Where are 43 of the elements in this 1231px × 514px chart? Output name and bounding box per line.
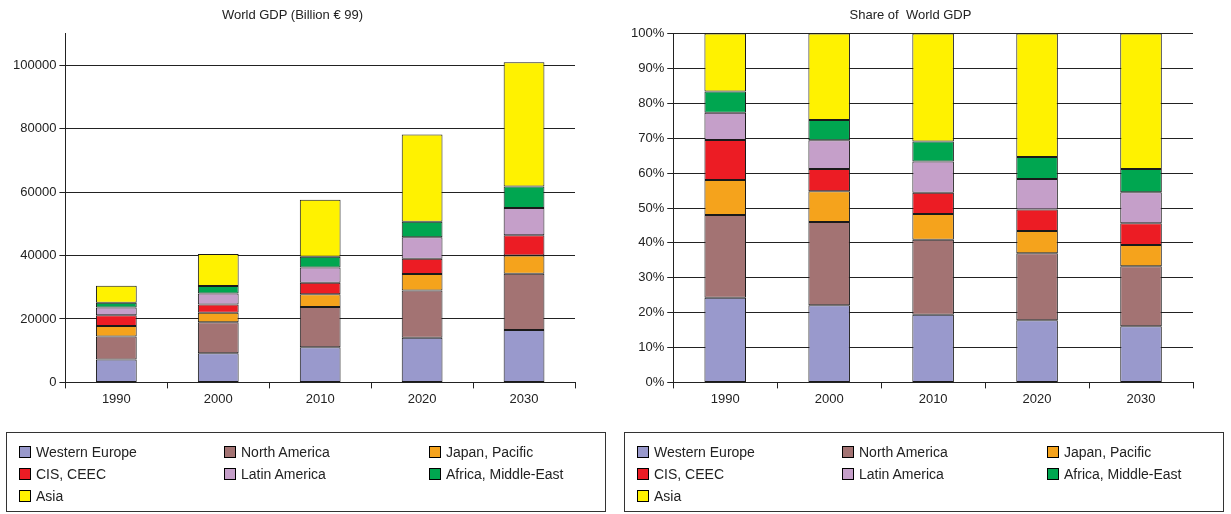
x-tick-label: 2000 xyxy=(203,390,233,406)
legend-label: CIS, CEEC xyxy=(36,466,107,482)
legend-label: Africa, Middle-East xyxy=(446,466,564,482)
legend-label: Latin America xyxy=(241,466,326,482)
y-tick-label: 10% xyxy=(638,339,665,355)
y-tick-label: 50% xyxy=(638,199,665,215)
legend-label: Western Europe xyxy=(36,444,137,460)
y-tick-label: 20% xyxy=(638,304,665,320)
y-tick-label: 90% xyxy=(638,60,665,76)
legend-label: Western Europe xyxy=(654,444,755,460)
y-tick-label: 20000 xyxy=(20,310,57,326)
x-tick-label: 2030 xyxy=(1126,390,1156,406)
x-tick-label: 2010 xyxy=(305,390,335,406)
x-tick-label: 1990 xyxy=(101,390,131,406)
y-tick-label: 80% xyxy=(638,94,665,110)
chart-title: Share of World GDP xyxy=(849,7,972,23)
y-tick-label: 100000 xyxy=(12,56,57,72)
chart-title: World GDP (Billion € 99) xyxy=(221,7,364,23)
y-tick-label: 70% xyxy=(638,129,665,145)
legend-label: North America xyxy=(859,444,948,460)
x-tick-label: 2030 xyxy=(509,390,539,406)
y-tick-label: 30% xyxy=(638,269,665,285)
x-tick-label: 2020 xyxy=(1022,390,1052,406)
y-tick-label: 80000 xyxy=(20,120,57,136)
legend-label: Asia xyxy=(36,488,64,504)
y-tick-label: 60000 xyxy=(20,183,57,199)
y-tick-label: 60% xyxy=(638,164,665,180)
legend-label: North America xyxy=(241,444,330,460)
x-tick-label: 2020 xyxy=(407,390,437,406)
x-tick-label: 2010 xyxy=(918,390,948,406)
x-tick-label: 2000 xyxy=(814,390,844,406)
y-tick-label: 40000 xyxy=(20,247,57,263)
legend-label: Japan, Pacific xyxy=(1064,444,1152,460)
y-tick-label: 40% xyxy=(638,234,665,250)
legend-label: Japan, Pacific xyxy=(446,444,534,460)
y-tick-label: 100% xyxy=(631,25,665,41)
legend-label: Asia xyxy=(654,488,682,504)
legend-label: Africa, Middle-East xyxy=(1064,466,1182,482)
y-tick-label: 0 xyxy=(49,373,57,389)
legend-label: CIS, CEEC xyxy=(654,466,725,482)
x-tick-label: 1990 xyxy=(710,390,740,406)
legend-label: Latin America xyxy=(859,466,944,482)
y-tick-label: 0% xyxy=(645,373,665,389)
